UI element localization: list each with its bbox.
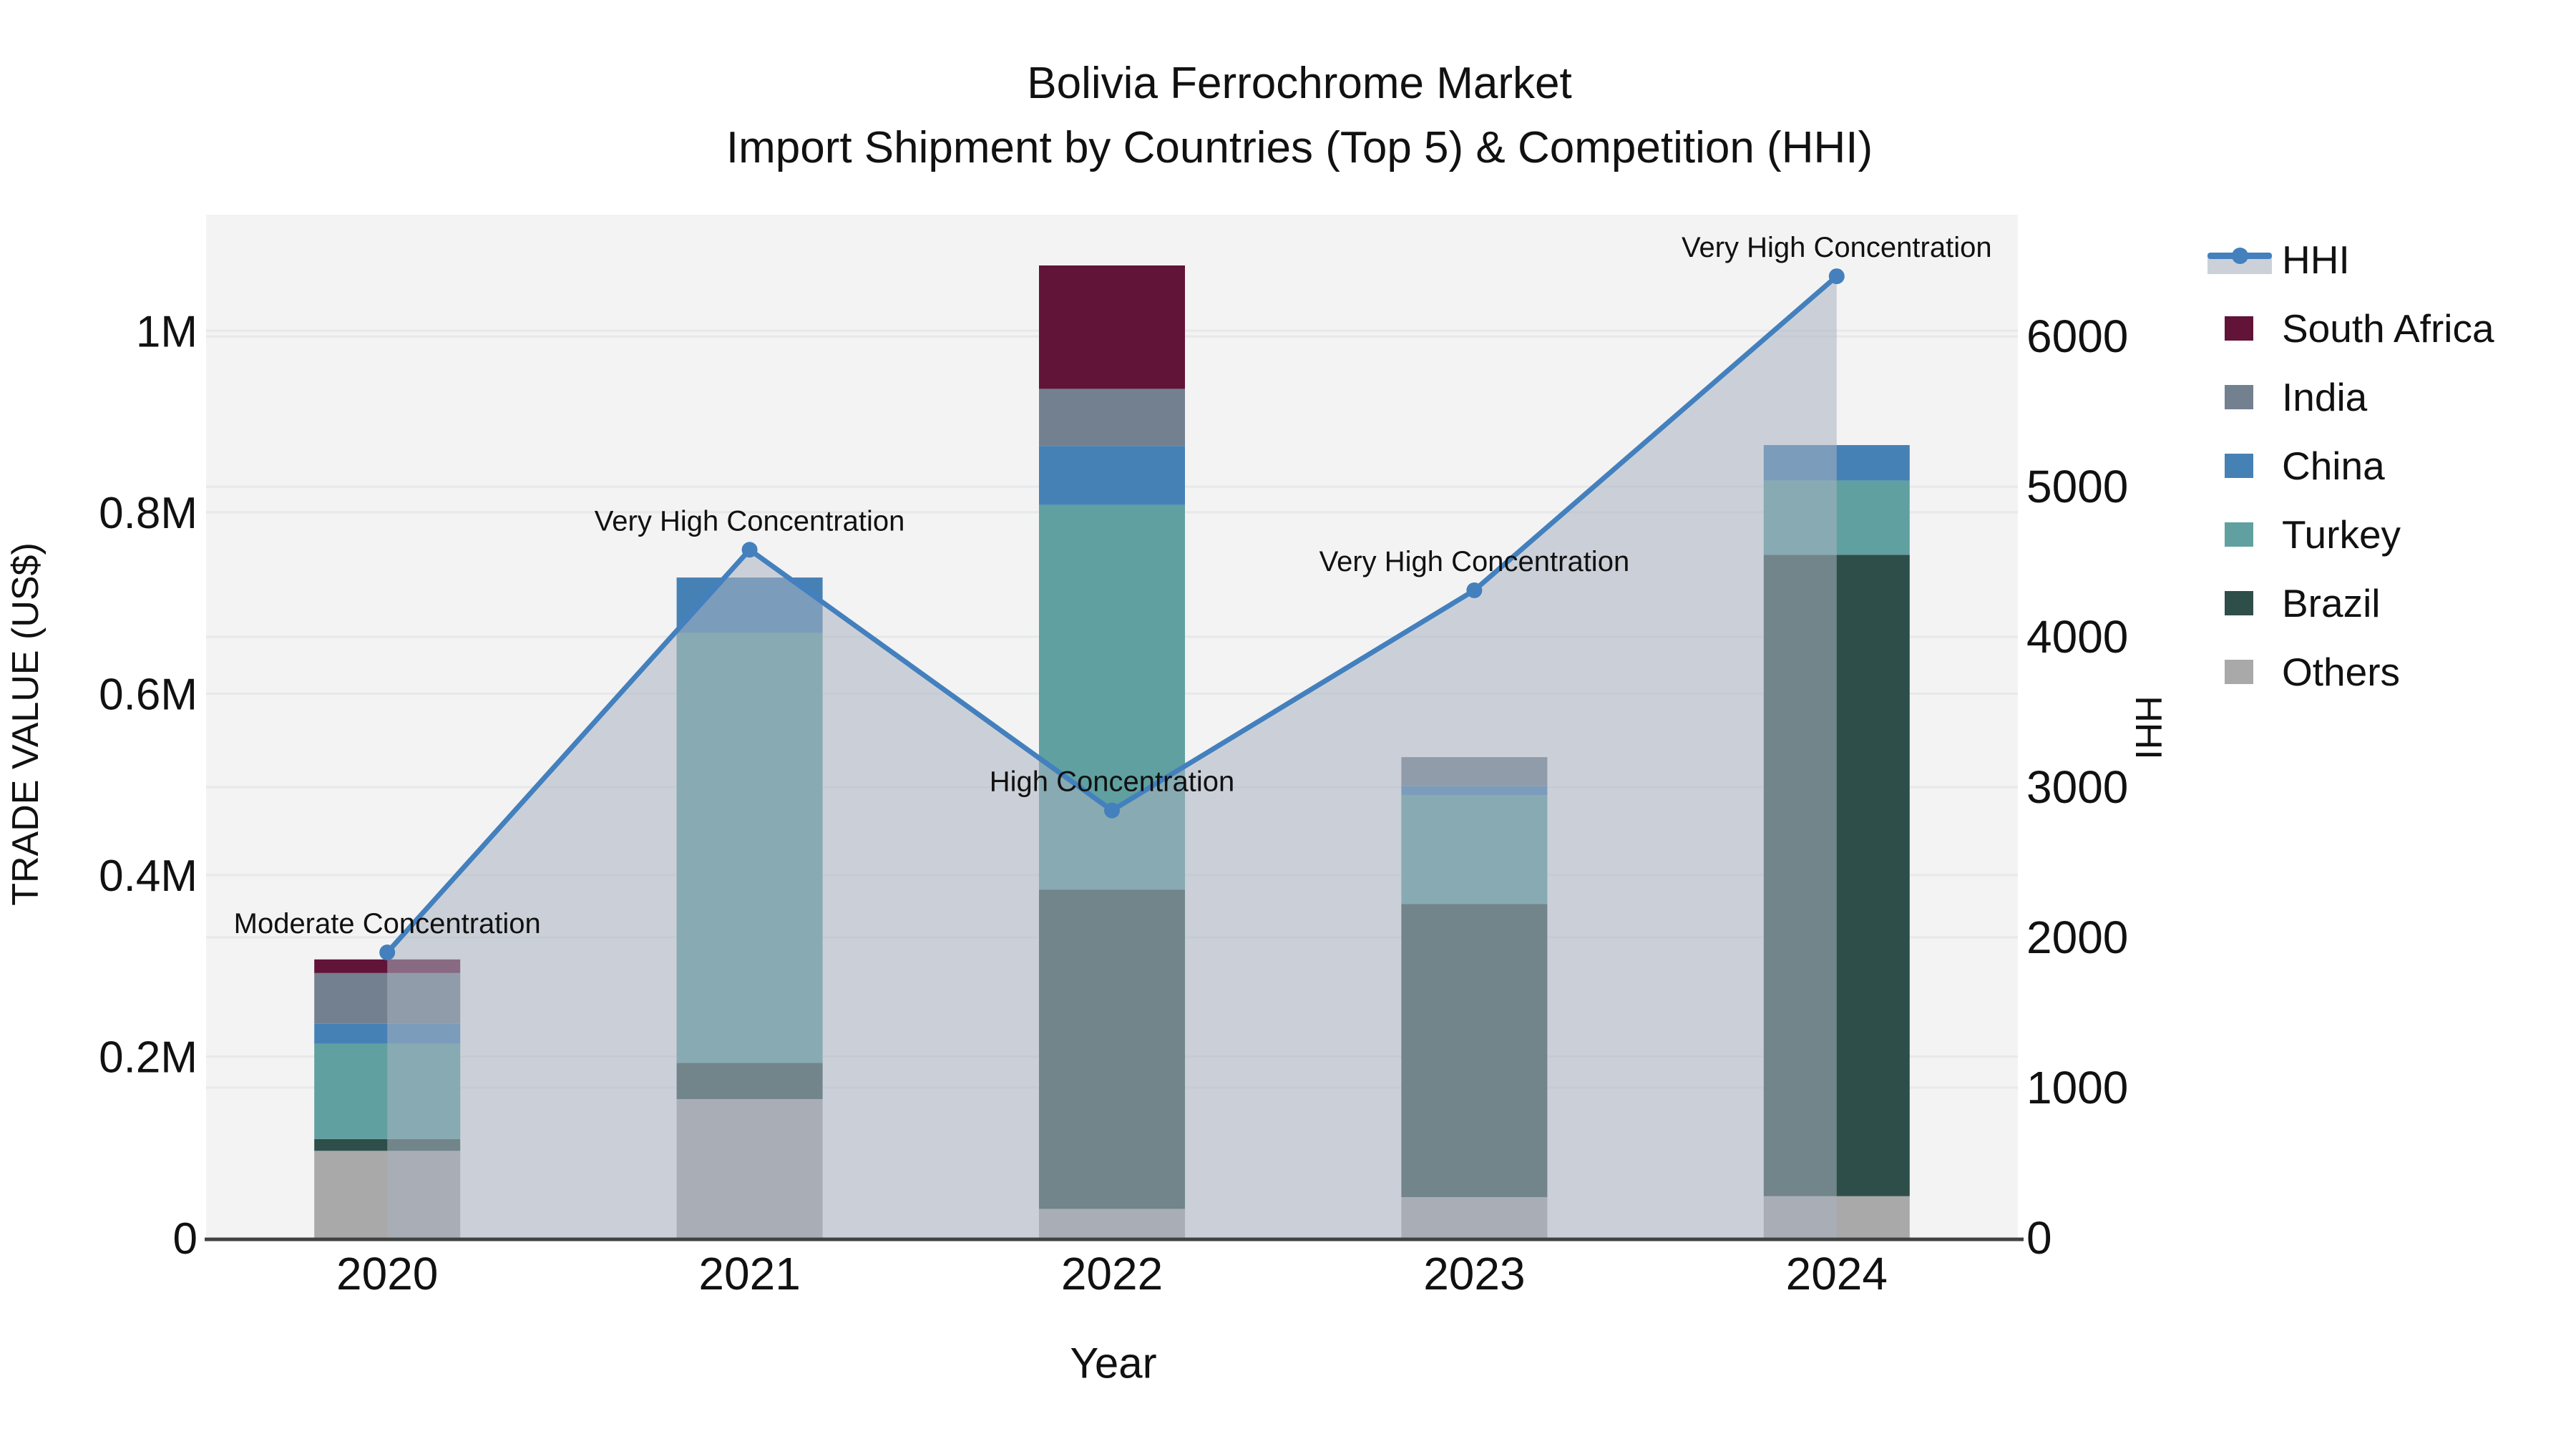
legend-label-hhi: HHI: [2282, 238, 2350, 282]
y-tick-right-4000: 4000: [2026, 611, 2128, 663]
bar-2022-india[interactable]: [1039, 389, 1185, 447]
hhi-marker-swatch: [2232, 248, 2248, 264]
legend-item-turkey[interactable]: Turkey: [2207, 500, 2494, 569]
y-tick-right-2000: 2000: [2026, 912, 2128, 963]
legend-item-others[interactable]: Others: [2207, 638, 2494, 706]
hhi-marker-2021[interactable]: [741, 542, 758, 558]
legend-swatch-turkey: [2225, 522, 2253, 547]
chart-title-line1: Bolivia Ferrochrome Market: [1027, 59, 1572, 108]
legend-swatch-icon: [2207, 313, 2272, 344]
legend-item-south-africa[interactable]: South Africa: [2207, 294, 2494, 363]
x-tick-2021: 2021: [698, 1248, 800, 1299]
legend-label-india: India: [2282, 375, 2368, 419]
legend-swatch-brazil: [2225, 591, 2253, 615]
hhi-annotation-2020: Moderate Concentration: [234, 908, 541, 940]
legend-swatch-icon: [2207, 519, 2272, 550]
chart-title: Bolivia Ferrochrome Market Import Shipme…: [11, 52, 2576, 180]
y-tick-left-0.2M: 0.2M: [99, 1033, 197, 1082]
hhi-annotation-2022: High Concentration: [990, 766, 1234, 798]
x-axis-title: Year: [1070, 1339, 1157, 1387]
y-tick-right-5000: 5000: [2026, 461, 2128, 512]
legend-swatch-china: [2225, 454, 2253, 478]
hhi-marker-2022[interactable]: [1104, 802, 1120, 819]
legend-swatch-icon: [2207, 587, 2272, 619]
legend: HHI South Africa India China Turkey Brazil Oth…: [2207, 225, 2494, 706]
hhi-marker-2024[interactable]: [1828, 268, 1845, 285]
legend-swatch-icon: [2207, 381, 2272, 413]
chart-title-line2: Import Shipment by Countries (Top 5) & C…: [726, 123, 1873, 172]
legend-label-brazil: Brazil: [2282, 581, 2381, 625]
y-tick-right-1000: 1000: [2026, 1062, 2128, 1113]
legend-item-china[interactable]: China: [2207, 431, 2494, 500]
legend-item-hhi[interactable]: HHI: [2207, 225, 2494, 294]
legend-label-china: China: [2282, 444, 2385, 488]
legend-swatch-india: [2225, 385, 2253, 409]
hhi-marker-2020[interactable]: [379, 945, 396, 961]
hhi-area-fill: [387, 276, 1837, 1238]
x-tick-2024: 2024: [1786, 1248, 1888, 1299]
y-tick-left-1M: 1M: [136, 307, 197, 356]
legend-label-south-africa: South Africa: [2282, 306, 2494, 351]
hhi-annotation-2021: Very High Concentration: [595, 505, 905, 537]
legend-item-india[interactable]: India: [2207, 363, 2494, 431]
legend-item-brazil[interactable]: Brazil: [2207, 569, 2494, 638]
y-tick-left-0: 0: [173, 1214, 197, 1264]
hhi-annotation-2024: Very High Concentration: [1682, 232, 1992, 263]
x-tick-2022: 2022: [1061, 1248, 1163, 1299]
bar-2022-south-africa[interactable]: [1039, 265, 1185, 389]
bar-2022-china[interactable]: [1039, 446, 1185, 505]
legend-label-turkey: Turkey: [2282, 512, 2401, 557]
legend-swatch-icon: [2207, 656, 2272, 688]
hhi-marker-2023[interactable]: [1466, 582, 1483, 598]
legend-label-others: Others: [2282, 650, 2401, 694]
x-tick-2023: 2023: [1423, 1248, 1525, 1299]
y-tick-left-0.8M: 0.8M: [99, 489, 197, 538]
y-tick-left-0.6M: 0.6M: [99, 670, 197, 719]
legend-swatch-others: [2225, 660, 2253, 684]
hhi-line-swatch-icon: [2207, 244, 2272, 275]
y-tick-right-6000: 6000: [2026, 311, 2128, 362]
y-tick-right-0: 0: [2026, 1212, 2052, 1264]
left-axis-title: TRADE VALUE (US$): [5, 542, 47, 906]
y-tick-left-0.4M: 0.4M: [99, 852, 197, 901]
hhi-annotation-2023: Very High Concentration: [1319, 546, 1630, 577]
y-tick-right-3000: 3000: [2026, 761, 2128, 813]
right-axis-title: HHI: [2127, 696, 2169, 760]
x-tick-2020: 2020: [336, 1248, 438, 1299]
legend-swatch-icon: [2207, 450, 2272, 482]
legend-swatch-south-africa: [2225, 316, 2253, 341]
